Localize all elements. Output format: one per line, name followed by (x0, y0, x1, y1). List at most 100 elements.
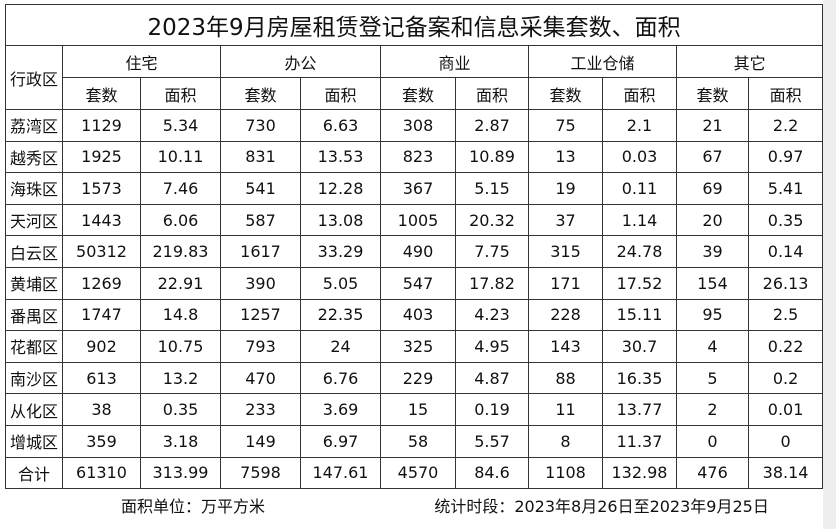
table-title: 2023年9月房屋租赁登记备案和信息采集套数、面积 (4, 4, 824, 46)
cell-value: 14.8 (140, 298, 221, 332)
cell-value: 132.98 (602, 456, 677, 490)
cell-value: 13.77 (602, 393, 677, 426)
group-header: 工业仓储 (528, 45, 677, 78)
cell-value: 3.18 (140, 424, 221, 458)
cell-value: 1573 (62, 172, 141, 205)
cell-value: 0 (747, 424, 824, 458)
cell-value: 1443 (62, 203, 141, 237)
table-row: 荔湾区 1129 5.34 730 6.63 308 2.87 75 2.1 21 2.2 (5, 109, 824, 142)
sub-header: 套数 (220, 77, 301, 110)
cell-value: 2.87 (455, 109, 529, 142)
cell-value: 13 (528, 140, 603, 174)
table-row: 白云区 50312 219.83 1617 33.29 490 7.75 315 24.78 39… (5, 235, 824, 268)
cell-value: 0.2 (747, 361, 824, 395)
cell-value: 1617 (220, 235, 301, 268)
cell-value: 367 (380, 172, 456, 205)
table-row: 2023年9月房屋租赁登记备案和信息采集套数、面积 (4, 4, 824, 46)
row-header: 行政区 (5, 45, 63, 110)
table-row: 面积单位：万平方米 统计时段：2023年8月26日至2023年9月25日 (6, 489, 823, 522)
table-row: 合计 61310 313.99 7598 147.61 4570 84.6 1108 132.9… (5, 456, 824, 490)
cell-value: 147.61 (300, 456, 381, 490)
cell-value: 26.13 (747, 266, 824, 300)
district: 天河区 (5, 203, 63, 237)
cell-value: 2 (676, 393, 749, 426)
cell-value: 10.89 (455, 140, 529, 174)
table-row: 套数 面积 套数 面积 套数 面积 套数 面积 套数 面积 (6, 77, 824, 110)
cell-value: 325 (380, 330, 456, 363)
cell-value: 30.7 (602, 330, 677, 363)
cell-value: 75 (528, 109, 603, 142)
cell-value: 315 (528, 235, 603, 268)
district: 花都区 (5, 330, 63, 363)
cell-value: 4.95 (455, 330, 529, 363)
cell-value: 470 (220, 361, 301, 395)
cell-value: 8 (528, 424, 603, 458)
cell-value: 4 (676, 330, 749, 363)
cell-value: 476 (676, 456, 749, 490)
cell-value: 1269 (62, 266, 141, 300)
cell-value: 229 (380, 361, 456, 395)
cell-value: 490 (380, 235, 456, 268)
cell-value: 2.5 (747, 298, 824, 332)
cell-value: 67 (676, 140, 749, 174)
district: 增城区 (5, 424, 63, 458)
cell-value: 13.53 (300, 140, 381, 174)
cell-value: 219.83 (140, 235, 221, 268)
cell-value: 20.32 (455, 203, 529, 237)
cell-value: 1129 (62, 109, 141, 142)
cell-value: 1108 (528, 456, 603, 490)
cell-value: 0.35 (747, 203, 824, 237)
district: 越秀区 (5, 140, 63, 174)
cell-value: 0.97 (747, 140, 824, 174)
cell-value: 2.1 (602, 109, 677, 142)
cell-value: 902 (62, 330, 141, 363)
cell-value: 793 (220, 330, 301, 363)
cell-value: 0 (676, 424, 749, 458)
cell-value: 17.52 (602, 266, 677, 300)
cell-value: 6.76 (300, 361, 381, 395)
cell-value: 228 (528, 298, 603, 332)
district: 合计 (5, 456, 63, 490)
cell-value: 4.87 (455, 361, 529, 395)
cell-value: 4570 (380, 456, 456, 490)
table-body: 2023年9月房屋租赁登记备案和信息采集套数、面积 行政区 住宅 办公 商业 工业仓储 其它… (4, 4, 824, 522)
group-header: 商业 (380, 45, 529, 78)
cell-value: 17.82 (455, 266, 529, 300)
cell-value: 50312 (62, 235, 141, 268)
cell-value: 3.69 (300, 393, 381, 426)
cell-value: 547 (380, 266, 456, 300)
district: 番禺区 (5, 298, 63, 332)
cell-value: 5.34 (140, 109, 221, 142)
cell-value: 390 (220, 266, 301, 300)
table-row: 海珠区 1573 7.46 541 12.28 367 5.15 19 0.11 69 5.41 (5, 172, 824, 205)
cell-value: 233 (220, 393, 301, 426)
cell-value: 0.19 (455, 393, 529, 426)
cell-value: 0.01 (747, 393, 824, 426)
cell-value: 313.99 (140, 456, 221, 490)
cell-value: 84.6 (455, 456, 529, 490)
cell-value: 1257 (220, 298, 301, 332)
edge-shade (823, 0, 836, 529)
cell-value: 6.06 (140, 203, 221, 237)
cell-value: 143 (528, 330, 603, 363)
cell-value: 1.14 (602, 203, 677, 237)
cell-value: 5 (676, 361, 749, 395)
cell-value: 20 (676, 203, 749, 237)
table: 2023年9月房屋租赁登记备案和信息采集套数、面积 行政区 住宅 办公 商业 工业仓储 其它… (4, 4, 824, 522)
cell-value: 24 (300, 330, 381, 363)
cell-value: 11.37 (602, 424, 677, 458)
cell-value: 1005 (380, 203, 456, 237)
cell-value: 831 (220, 140, 301, 174)
cell-value: 38 (62, 393, 141, 426)
sub-header: 套数 (62, 77, 141, 110)
sub-header: 套数 (528, 77, 603, 110)
cell-value: 4.23 (455, 298, 529, 332)
cell-value: 7.46 (140, 172, 221, 205)
cell-value: 613 (62, 361, 141, 395)
cell-value: 823 (380, 140, 456, 174)
cell-value: 5.57 (455, 424, 529, 458)
cell-value: 22.35 (300, 298, 381, 332)
table-row: 天河区 1443 6.06 587 13.08 1005 20.32 37 1.14 20 0.35 (5, 203, 824, 237)
cell-value: 37 (528, 203, 603, 237)
